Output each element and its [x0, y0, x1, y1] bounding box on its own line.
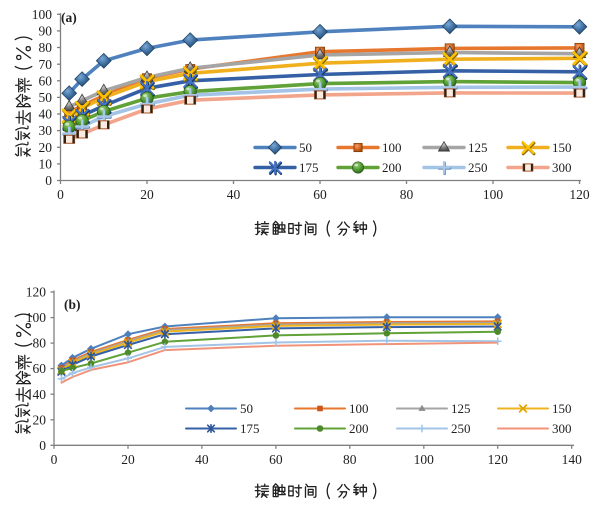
svg-text:125: 125 — [468, 140, 488, 155]
svg-text:30: 30 — [39, 123, 53, 138]
svg-text:140: 140 — [562, 452, 583, 467]
svg-text:100: 100 — [483, 187, 504, 202]
svg-text:60: 60 — [39, 73, 53, 88]
svg-text:60: 60 — [33, 361, 47, 376]
svg-text:0: 0 — [51, 452, 58, 467]
svg-text:50: 50 — [39, 90, 53, 105]
svg-text:50: 50 — [299, 140, 312, 155]
svg-text:40: 40 — [227, 187, 241, 202]
svg-text:60: 60 — [313, 187, 327, 202]
svg-text:120: 120 — [26, 285, 47, 300]
svg-text:100: 100 — [382, 140, 402, 155]
svg-text:125: 125 — [451, 401, 471, 416]
svg-text:150: 150 — [552, 401, 572, 416]
svg-text:10: 10 — [39, 157, 53, 172]
svg-text:100: 100 — [414, 452, 435, 467]
svg-text:20: 20 — [140, 187, 154, 202]
svg-text:50: 50 — [240, 401, 253, 416]
svg-text:200: 200 — [382, 160, 402, 175]
svg-text:60: 60 — [269, 452, 283, 467]
svg-text:80: 80 — [343, 452, 357, 467]
svg-text:120: 120 — [569, 187, 590, 202]
svg-text:20: 20 — [121, 452, 135, 467]
svg-text:300: 300 — [552, 160, 572, 175]
svg-text:175: 175 — [240, 421, 260, 436]
svg-text:40: 40 — [195, 452, 209, 467]
svg-text:100: 100 — [32, 7, 53, 22]
svg-text:(a): (a) — [61, 10, 77, 25]
svg-text:90: 90 — [39, 24, 53, 39]
svg-text:40: 40 — [33, 387, 47, 402]
svg-text:0: 0 — [57, 187, 64, 202]
svg-text:80: 80 — [39, 40, 53, 55]
svg-text:200: 200 — [349, 421, 369, 436]
svg-text:80: 80 — [33, 336, 47, 351]
svg-text:20: 20 — [39, 140, 53, 155]
svg-text:175: 175 — [299, 160, 319, 175]
svg-text:20: 20 — [33, 412, 47, 427]
svg-text:40: 40 — [39, 107, 53, 122]
svg-text:250: 250 — [468, 160, 488, 175]
svg-text:300: 300 — [552, 421, 572, 436]
svg-text:80: 80 — [400, 187, 414, 202]
svg-text:100: 100 — [349, 401, 369, 416]
svg-text:100: 100 — [26, 310, 47, 325]
svg-text:120: 120 — [488, 452, 509, 467]
svg-text:0: 0 — [45, 173, 52, 188]
svg-text:(b): (b) — [64, 297, 81, 312]
svg-text:70: 70 — [39, 57, 53, 72]
svg-text:250: 250 — [451, 421, 471, 436]
svg-text:0: 0 — [39, 438, 46, 453]
svg-text:150: 150 — [552, 140, 572, 155]
